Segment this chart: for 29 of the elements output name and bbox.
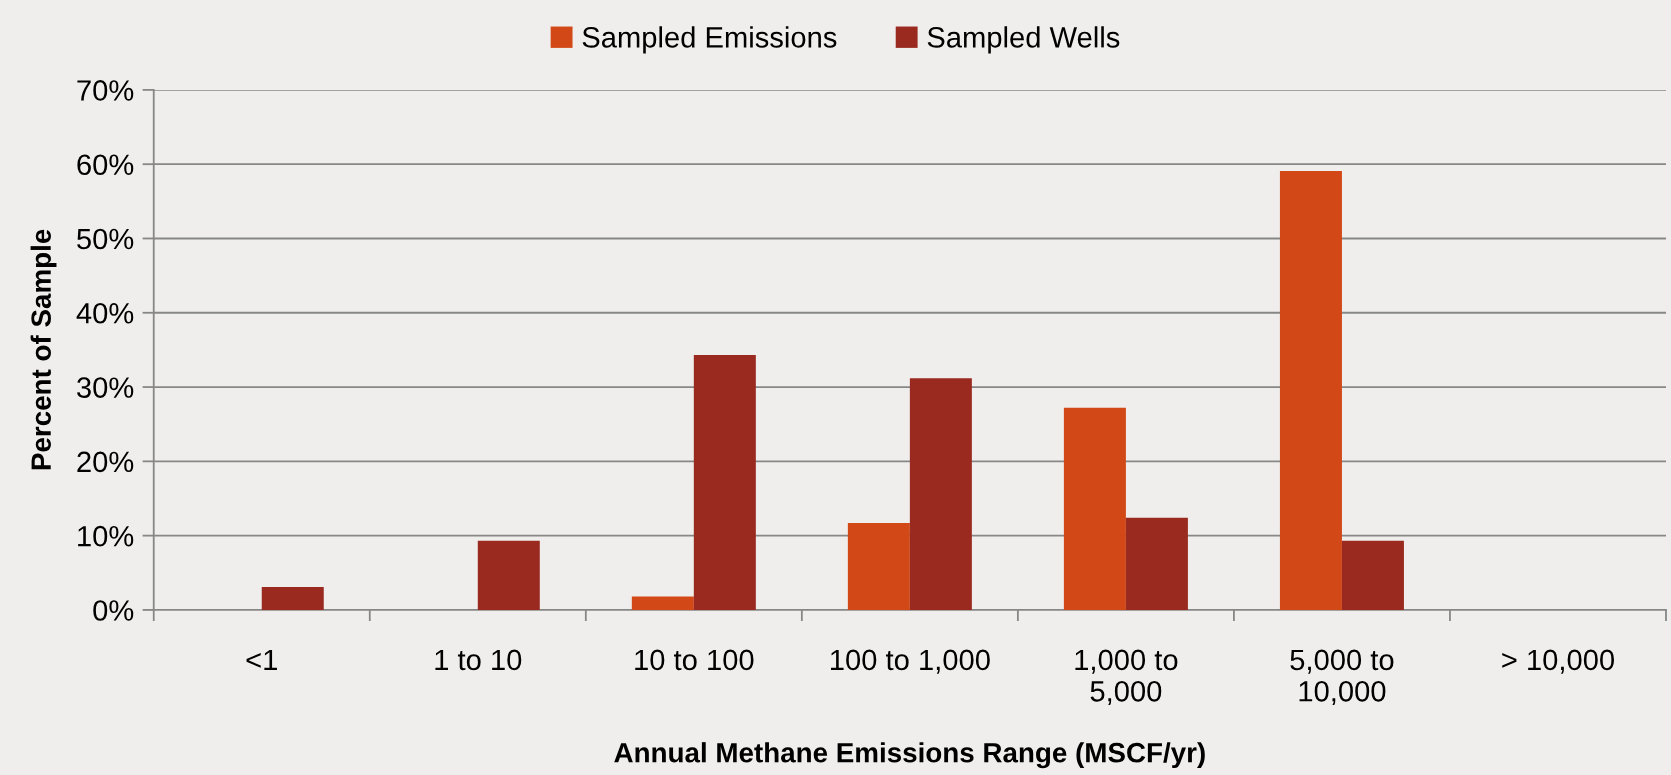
bar (261, 586, 324, 610)
bar (631, 596, 694, 610)
x-tick-label: 1,000 to 5,000 (1075, 649, 1178, 706)
x-tick-label: 100 to 1,000 (831, 649, 990, 674)
x-tick-label: > 10,000 (1502, 649, 1614, 674)
x-tick-label: 5,000 to 10,000 (1290, 649, 1394, 706)
y-axis-title: Percent of Sample (30, 229, 57, 470)
bar (477, 540, 540, 610)
y-tick-label: 30% (77, 377, 134, 398)
bar (1279, 170, 1342, 610)
legend-label: Sampled Emissions (582, 26, 837, 54)
x-axis-title: Annual Methane Emissions Range (MSCF/yr) (614, 742, 1205, 769)
y-tick-label: 0% (93, 600, 134, 621)
bar (693, 355, 756, 610)
bar (1341, 540, 1404, 610)
bar (1125, 517, 1188, 610)
y-tick-label: 50% (77, 228, 134, 250)
y-tick-label: 20% (77, 451, 134, 473)
y-tick-label: 70% (77, 80, 134, 101)
x-tick-label: 10 to 100 (635, 649, 754, 671)
bar (909, 378, 972, 610)
x-tick-label: 1 to 10 (435, 649, 522, 671)
bar (847, 523, 910, 610)
legend-label: Sampled Wells (927, 26, 1120, 54)
y-tick-label: 10% (78, 525, 134, 547)
bar (1063, 407, 1126, 610)
y-tick-label: 40% (76, 302, 134, 324)
y-tick-label: 60% (77, 154, 134, 176)
x-tick-label: <1 (246, 649, 277, 670)
